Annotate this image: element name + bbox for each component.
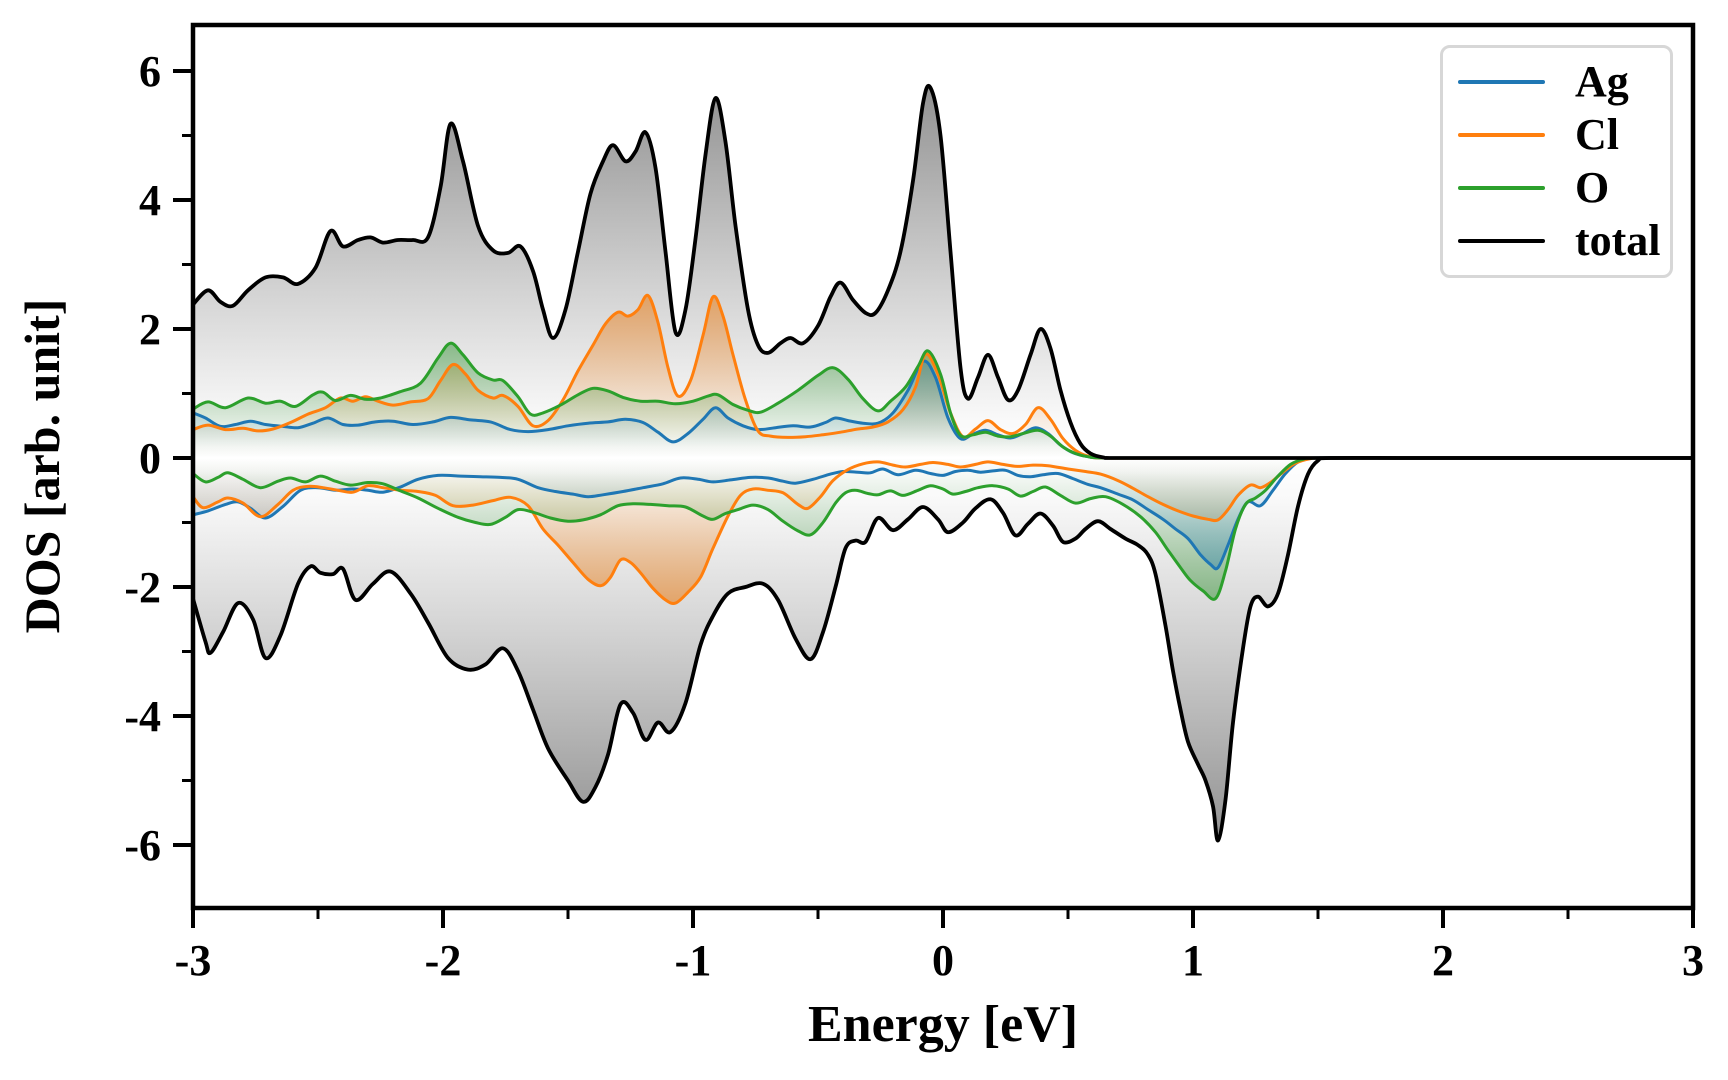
x-tick-label: 1 xyxy=(1182,936,1204,985)
legend-box: Ag Cl O total xyxy=(1440,45,1673,278)
series-Ag-up-line xyxy=(194,359,1692,460)
series-O-down-line xyxy=(194,456,1692,601)
y-tick-label: 4 xyxy=(139,176,161,225)
legend-item-total: total xyxy=(1458,215,1670,265)
series-Ag-down-fill xyxy=(194,457,1692,569)
y-tick-label: 2 xyxy=(139,305,161,354)
y-tick-label: 6 xyxy=(139,47,161,96)
legend-item-o: O xyxy=(1458,162,1670,212)
x-axis-title: Energy [eV] xyxy=(807,996,1079,1053)
legend-item-ag: Ag xyxy=(1458,60,1670,104)
y-tick-label: -4 xyxy=(124,692,161,741)
x-tick-label: 2 xyxy=(1432,936,1454,985)
legend-line-cl-icon xyxy=(1458,133,1545,138)
legend-label-ag: Ag xyxy=(1575,57,1629,107)
legend-item-cl: Cl xyxy=(1458,113,1670,157)
plot-area xyxy=(194,83,1692,843)
series-Ag-up-fill xyxy=(194,360,1692,459)
x-tick-label: -3 xyxy=(175,936,212,985)
legend-line-ag-icon xyxy=(1458,80,1545,85)
x-tick-label: -1 xyxy=(675,936,712,985)
series-total-down-line xyxy=(194,455,1692,843)
x-tick-label: 0 xyxy=(932,936,954,985)
y-tick-label: -2 xyxy=(124,563,161,612)
legend-line-o-icon xyxy=(1458,185,1545,190)
y-tick-label: -6 xyxy=(124,821,161,870)
series-total-up-line xyxy=(194,83,1692,460)
axis-ticks: -3 -2 -1 0 1 2 3 -6 -4 -2 0 2 4 6 xyxy=(124,47,1704,985)
series-O-up-line xyxy=(194,341,1692,460)
x-tick-label: 3 xyxy=(1682,936,1704,985)
series-total-up-fill xyxy=(194,85,1692,459)
legend-line-total-icon xyxy=(1458,238,1545,243)
series-Cl-up-line xyxy=(194,293,1692,460)
y-tick-label: 0 xyxy=(139,434,161,483)
legend-label-total: total xyxy=(1575,215,1661,265)
x-tick-label: -2 xyxy=(425,936,462,985)
y-axis-title: DOS [arb. unit] xyxy=(14,298,70,634)
legend-label-cl: Cl xyxy=(1575,110,1619,160)
legend-label-o: O xyxy=(1575,162,1610,212)
series-Ag-down-line xyxy=(194,456,1692,571)
